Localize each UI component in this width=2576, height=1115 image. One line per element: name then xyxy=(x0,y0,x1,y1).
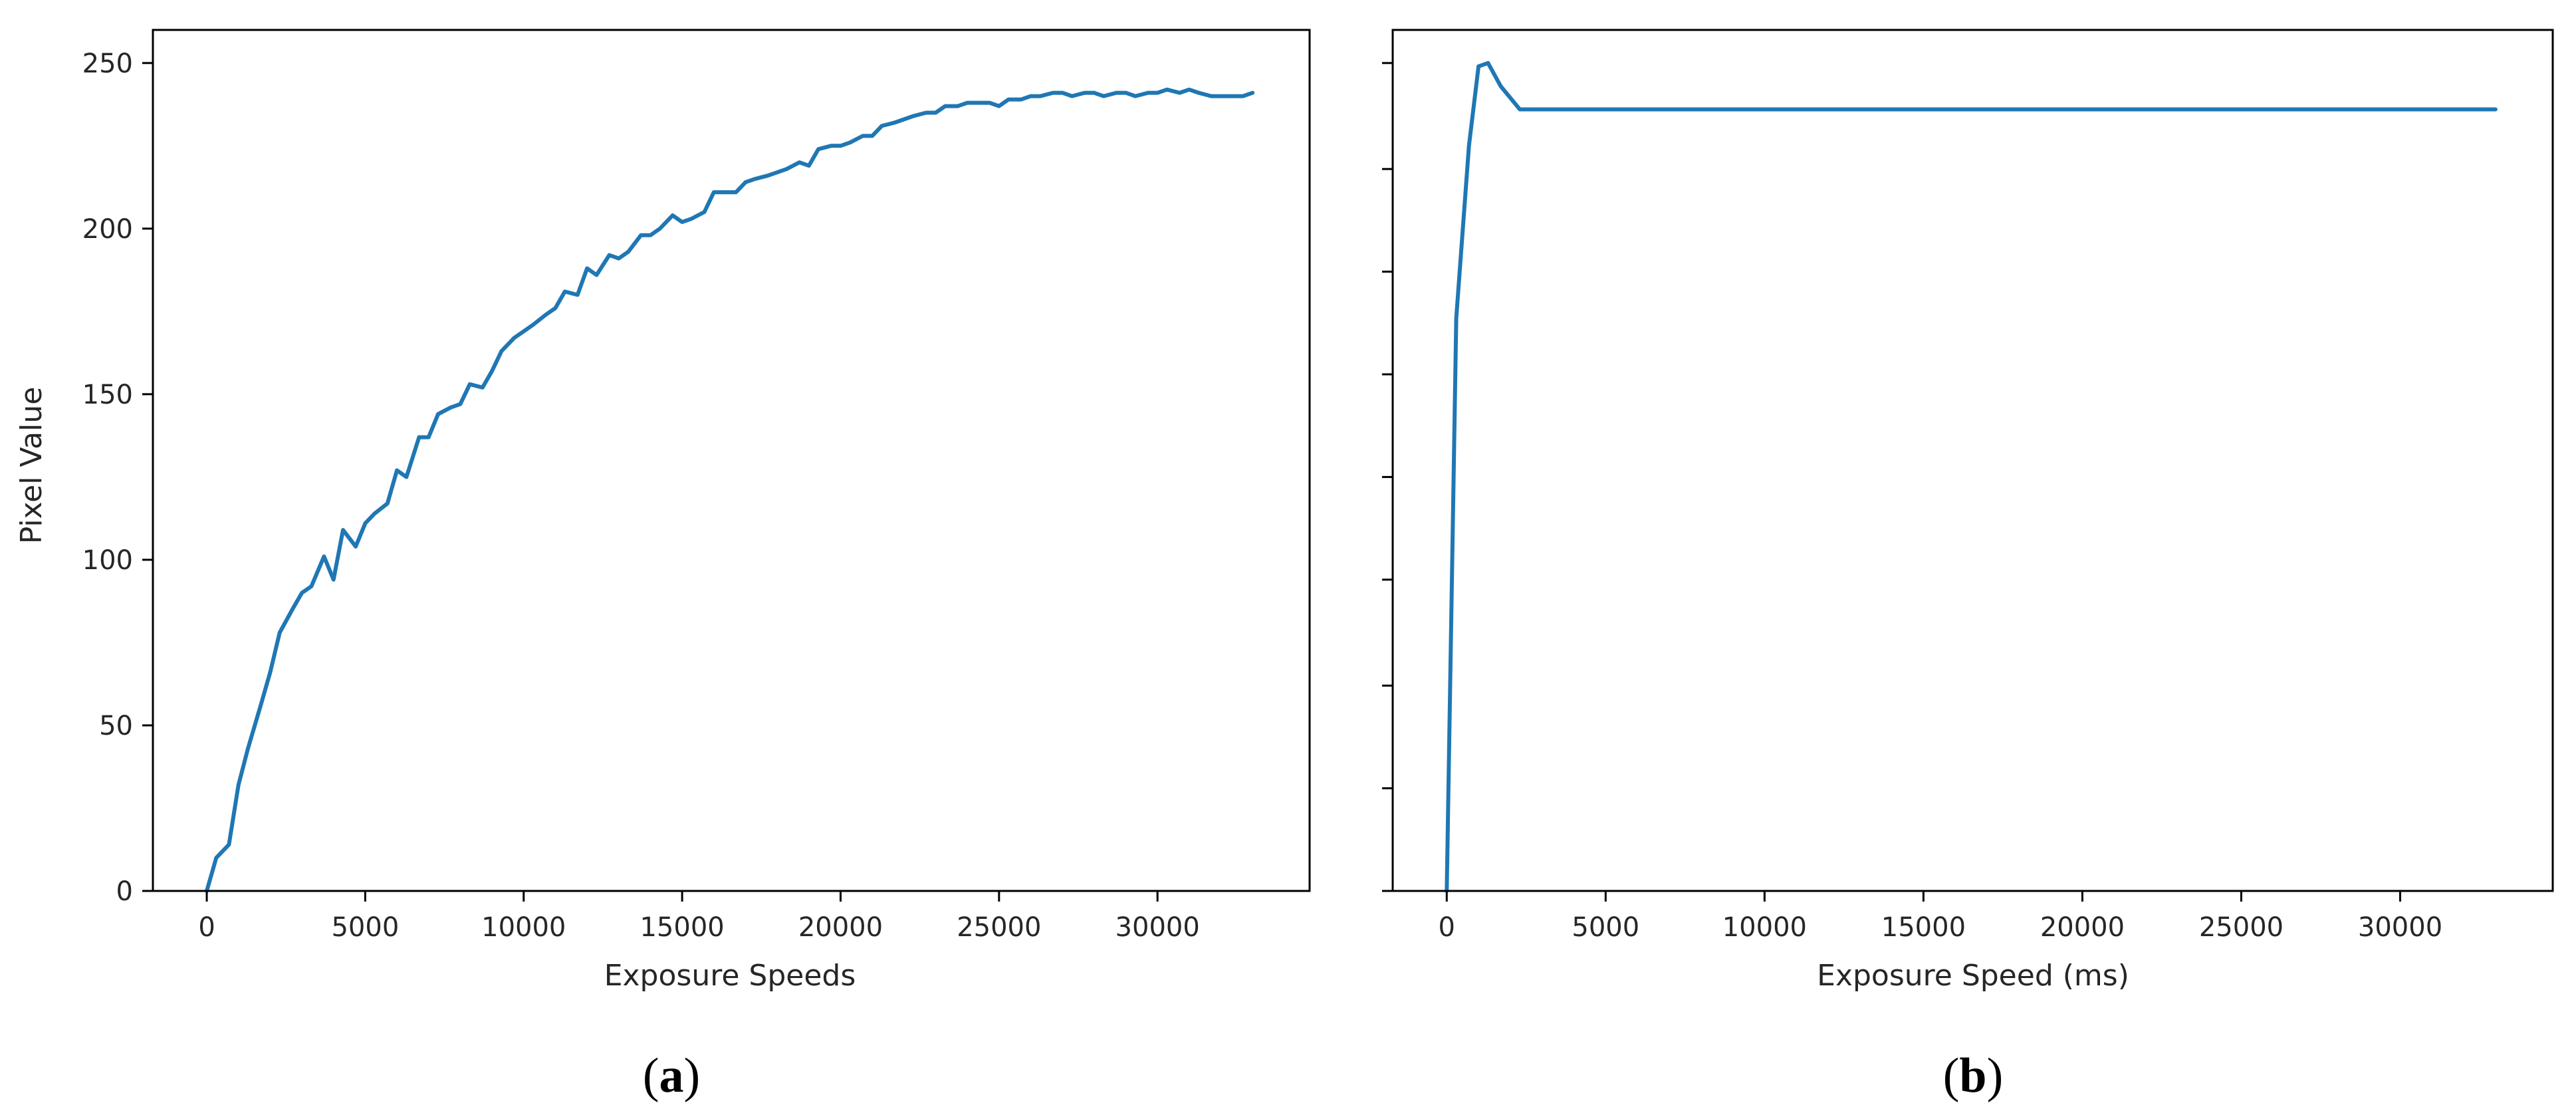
x-tick-label-b-1: 5000 xyxy=(1572,912,1639,943)
x-tick-label-a-4: 20000 xyxy=(798,912,883,943)
x-tick-label-b-5: 25000 xyxy=(2199,912,2283,943)
series-line-b xyxy=(1445,61,2498,893)
x-tick-label-b-6: 30000 xyxy=(2358,912,2442,943)
x-tick-label-a-1: 5000 xyxy=(331,912,399,943)
x-tick-label-a-6: 30000 xyxy=(1115,912,1200,943)
plot-frame-b xyxy=(1391,29,2554,892)
y-tick-label-a-1: 50 xyxy=(99,711,133,741)
plot-area-b: 0 5000 10000 15000 20000 25000 30000 xyxy=(1382,29,2554,943)
y-tick-label-a-3: 150 xyxy=(82,380,133,410)
panel-label-b-letter: b xyxy=(1959,1049,1986,1103)
x-axis-label-b: Exposure Speed (ms) xyxy=(1817,959,2129,993)
y-tick-label-a-2: 100 xyxy=(82,545,133,576)
series-line-a xyxy=(205,87,1255,893)
x-tick-label-a-5: 25000 xyxy=(957,912,1041,943)
x-axis-label-a: Exposure Speeds xyxy=(604,959,856,993)
panel-label-a-letter: a xyxy=(659,1049,684,1103)
x-tick-label-b-3: 15000 xyxy=(1881,912,1966,943)
x-tick-label-a-3: 15000 xyxy=(640,912,724,943)
x-tick-label-b-4: 20000 xyxy=(2040,912,2125,943)
y-tick-label-a-4: 200 xyxy=(82,214,133,245)
panel-label-b: (b) xyxy=(1943,1049,2003,1103)
x-tick-label-b-0: 0 xyxy=(1439,912,1455,943)
x-tick-label-a-0: 0 xyxy=(198,912,215,943)
chart-panel-b: 0 5000 10000 15000 20000 25000 30000 Exposure … xyxy=(1382,29,2554,1103)
plot-frame-a xyxy=(152,29,1311,892)
y-axis-label-a: Pixel Value xyxy=(15,387,49,545)
plot-area-a: 0 5000 10000 15000 20000 25000 30000 0 50 100 150 2… xyxy=(82,29,1311,943)
y-tick-label-a-5: 250 xyxy=(82,49,133,79)
panel-label-a: (a) xyxy=(643,1049,700,1103)
chart-panel-a: 0 5000 10000 15000 20000 25000 30000 0 50 100 150 2… xyxy=(15,29,1311,1103)
x-tick-label-b-2: 10000 xyxy=(1722,912,1807,943)
y-tick-label-a-0: 0 xyxy=(116,876,133,907)
x-tick-label-a-2: 10000 xyxy=(481,912,566,943)
